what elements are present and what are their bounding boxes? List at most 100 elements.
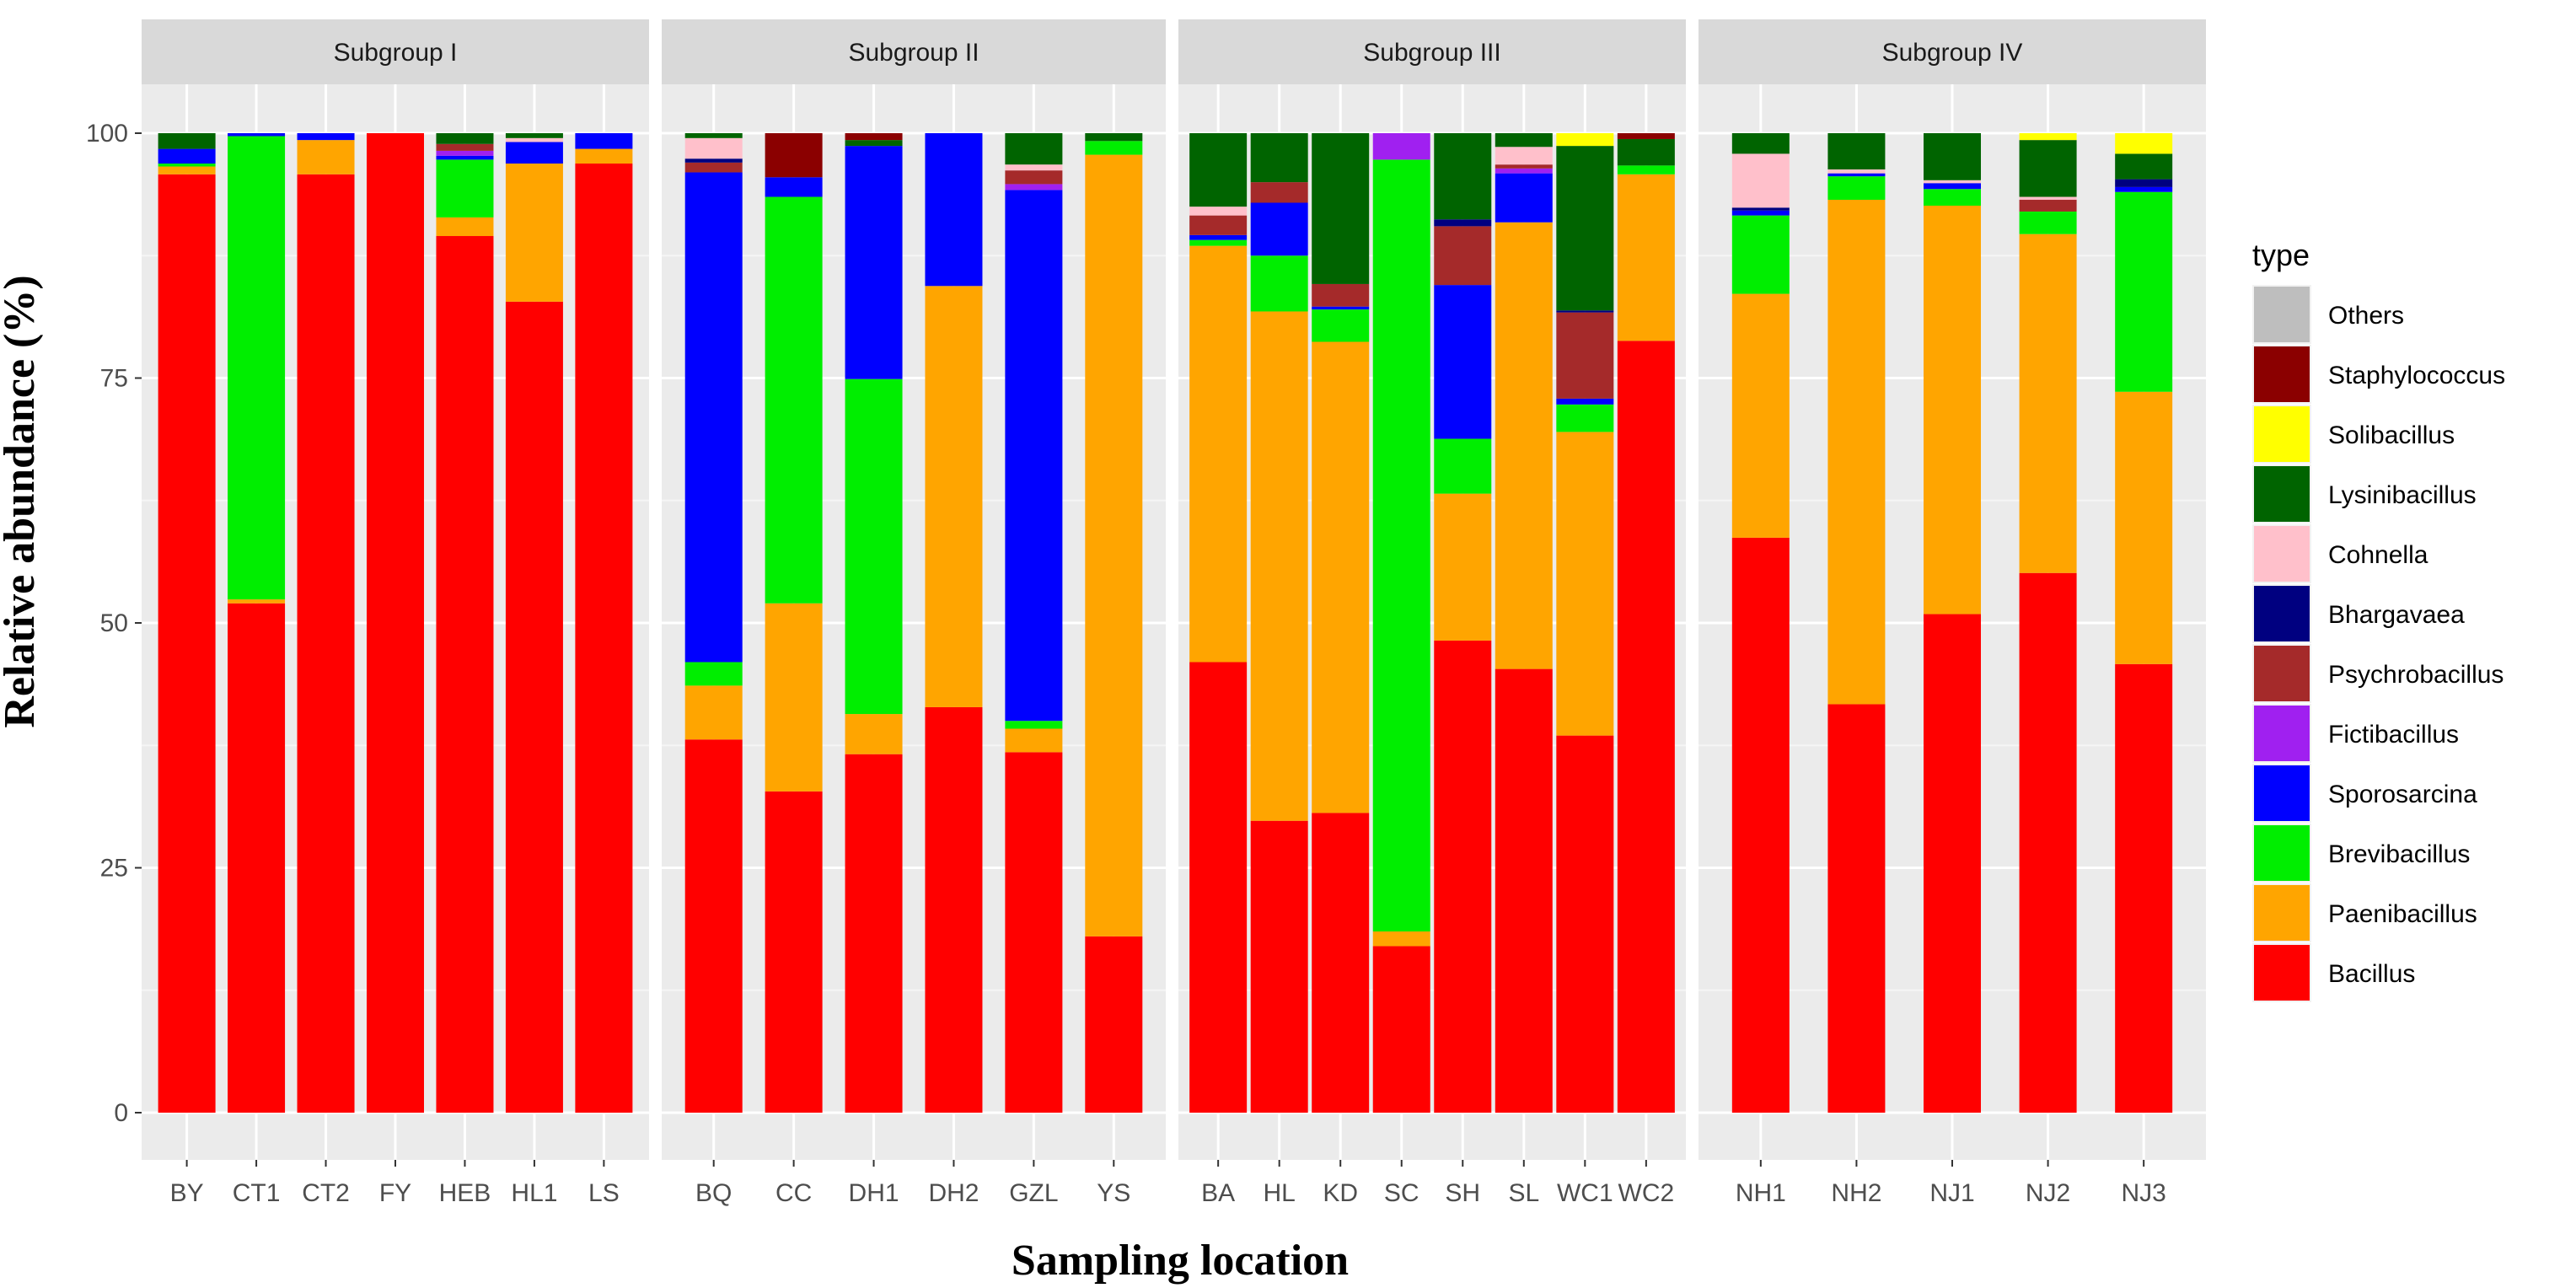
x-tick-label: NJ1: [1929, 1179, 1974, 1207]
bar-segment-cohnella: [1189, 207, 1248, 216]
legend-label: Fictibacillus: [2328, 721, 2459, 749]
legend-label: Lysinibacillus: [2328, 481, 2477, 509]
bar-segment-paenibacillus: [1250, 311, 1308, 821]
facet-strip-label: Subgroup I: [334, 39, 458, 67]
bar-segment-sporosarcina: [1924, 183, 1981, 190]
bar-segment-sporosarcina: [1005, 190, 1063, 722]
bar-segment-paenibacillus: [1085, 154, 1143, 936]
bar-HL: [1250, 133, 1308, 1113]
facet-panels: Subgroup I BY CT1 CT2 FY HEB HL1 LS Subgroup II B…: [142, 19, 2206, 1207]
bar-segment-bacillus: [845, 754, 903, 1113]
x-tick-label: BY: [170, 1179, 204, 1207]
legend-item-bhargavaea: Bhargavaea: [2252, 584, 2465, 643]
bar-BY: [158, 133, 216, 1114]
legend-label: Cohnella: [2328, 541, 2428, 569]
bar-segment-sporosarcina: [436, 155, 494, 160]
legend-label: Staphylococcus: [2328, 362, 2505, 389]
bar-SC: [1372, 133, 1430, 1113]
bar-segment-paenibacillus: [297, 140, 355, 174]
x-tick-label: BQ: [695, 1179, 732, 1207]
bar-segment-paenibacillus: [158, 166, 216, 174]
legend-item-lysinibacillus: Lysinibacillus: [2252, 464, 2477, 523]
x-tick-label: CC: [775, 1179, 812, 1207]
bar-segment-bacillus: [1434, 640, 1492, 1113]
legend-label: Paenibacillus: [2328, 900, 2477, 928]
bar-NH2: [1827, 133, 1886, 1113]
bar-segment-lysinibacillus: [684, 133, 743, 138]
bar-segment-paenibacillus: [1827, 200, 1886, 705]
bar-segment-sporosarcina: [158, 148, 216, 164]
legend-label: Others: [2328, 302, 2404, 330]
bar-segment-cohnella: [505, 137, 563, 142]
legend-item-psychrobacillus: Psychrobacillus: [2252, 644, 2504, 703]
bar-segment-bacillus: [436, 236, 494, 1113]
y-axis-title: Relative abundance (%): [0, 275, 44, 727]
x-tick-label: CT1: [233, 1179, 281, 1207]
x-tick-label: HL1: [511, 1179, 557, 1207]
x-tick-label: NH1: [1736, 1179, 1786, 1207]
bar-segment-brevibacillus: [228, 136, 286, 600]
bar-segment-cohnella: [684, 137, 743, 159]
y-tick-label: 75: [100, 365, 128, 393]
bar-segment-bacillus: [1085, 936, 1143, 1113]
x-tick-label: WC1: [1557, 1179, 1613, 1207]
bar-segment-fictibacillus: [1005, 184, 1063, 191]
bar-segment-fictibacillus: [436, 150, 494, 156]
legend-label: Sporosarcina: [2328, 781, 2477, 808]
bar-NJ3: [2115, 133, 2173, 1113]
bar-segment-lysinibacillus: [1005, 133, 1063, 165]
facet-strip-label: Subgroup IV: [1882, 39, 2023, 67]
bar-segment-staphylococcus: [765, 133, 823, 178]
x-tick-label: KD: [1323, 1179, 1358, 1207]
bar-segment-psychrobacillus: [1495, 164, 1553, 169]
bar-segment-brevibacillus: [2019, 211, 2077, 234]
bar-segment-sporosarcina: [1434, 285, 1492, 439]
bar-segment-paenibacillus: [228, 599, 286, 604]
bar-segment-solibacillus: [1556, 133, 1614, 147]
legend-item-cohnella: Cohnella: [2252, 524, 2428, 583]
x-tick-label: NJ2: [2026, 1179, 2070, 1207]
legend-item-fictibacillus: Fictibacillus: [2252, 704, 2459, 763]
bar-segment-solibacillus: [2115, 133, 2173, 154]
x-tick-label: SC: [1384, 1179, 1419, 1207]
legend-swatch: [2254, 765, 2310, 821]
bar-segment-lysinibacillus: [1085, 133, 1143, 142]
bar-segment-paenibacillus: [684, 685, 743, 740]
x-tick-label: FY: [379, 1179, 411, 1207]
bar-segment-paenibacillus: [1495, 222, 1553, 669]
bar-segment-bacillus: [1617, 341, 1675, 1113]
bar-segment-sporosarcina: [1556, 398, 1614, 405]
legend-swatch: [2254, 706, 2310, 761]
legend-title: type: [2252, 238, 2310, 272]
legend-swatch: [2254, 287, 2310, 342]
bar-segment-bacillus: [575, 164, 633, 1114]
legend-item-staphylococcus: Staphylococcus: [2252, 345, 2505, 404]
bar-segment-lysinibacillus: [1731, 133, 1790, 154]
legend-swatch: [2254, 885, 2310, 941]
bar-segment-paenibacillus: [1312, 341, 1370, 813]
bar-segment-bacillus: [1250, 820, 1308, 1113]
legend-swatch: [2254, 526, 2310, 582]
bar-segment-paenibacillus: [2019, 233, 2077, 573]
bar-segment-bacillus: [1924, 614, 1981, 1113]
bar-segment-lysinibacillus: [1495, 133, 1553, 148]
legend-label: Bacillus: [2328, 960, 2415, 988]
bar-segment-brevibacillus: [1827, 176, 1886, 201]
bar-segment-brevibacillus: [1085, 141, 1143, 155]
bar-segment-bacillus: [684, 739, 743, 1113]
bar-segment-sporosarcina: [1250, 202, 1308, 256]
bar-segment-psychrobacillus: [1189, 215, 1248, 235]
bar-segment-bacillus: [297, 174, 355, 1114]
bar-segment-cohnella: [1005, 164, 1063, 171]
bar-segment-brevibacillus: [845, 378, 903, 715]
bar-segment-lysinibacillus: [436, 133, 494, 144]
x-tick-label: HL: [1263, 1179, 1295, 1207]
legend-item-bacillus: Bacillus: [2252, 943, 2415, 1002]
bar-segment-sporosarcina: [575, 133, 633, 149]
bar-segment-brevibacillus: [1250, 255, 1308, 312]
bar-segment-bacillus: [2115, 663, 2173, 1113]
x-tick-label: NH2: [1831, 1179, 1881, 1207]
bar-CC: [765, 133, 823, 1113]
bar-segment-lysinibacillus: [1434, 133, 1492, 220]
